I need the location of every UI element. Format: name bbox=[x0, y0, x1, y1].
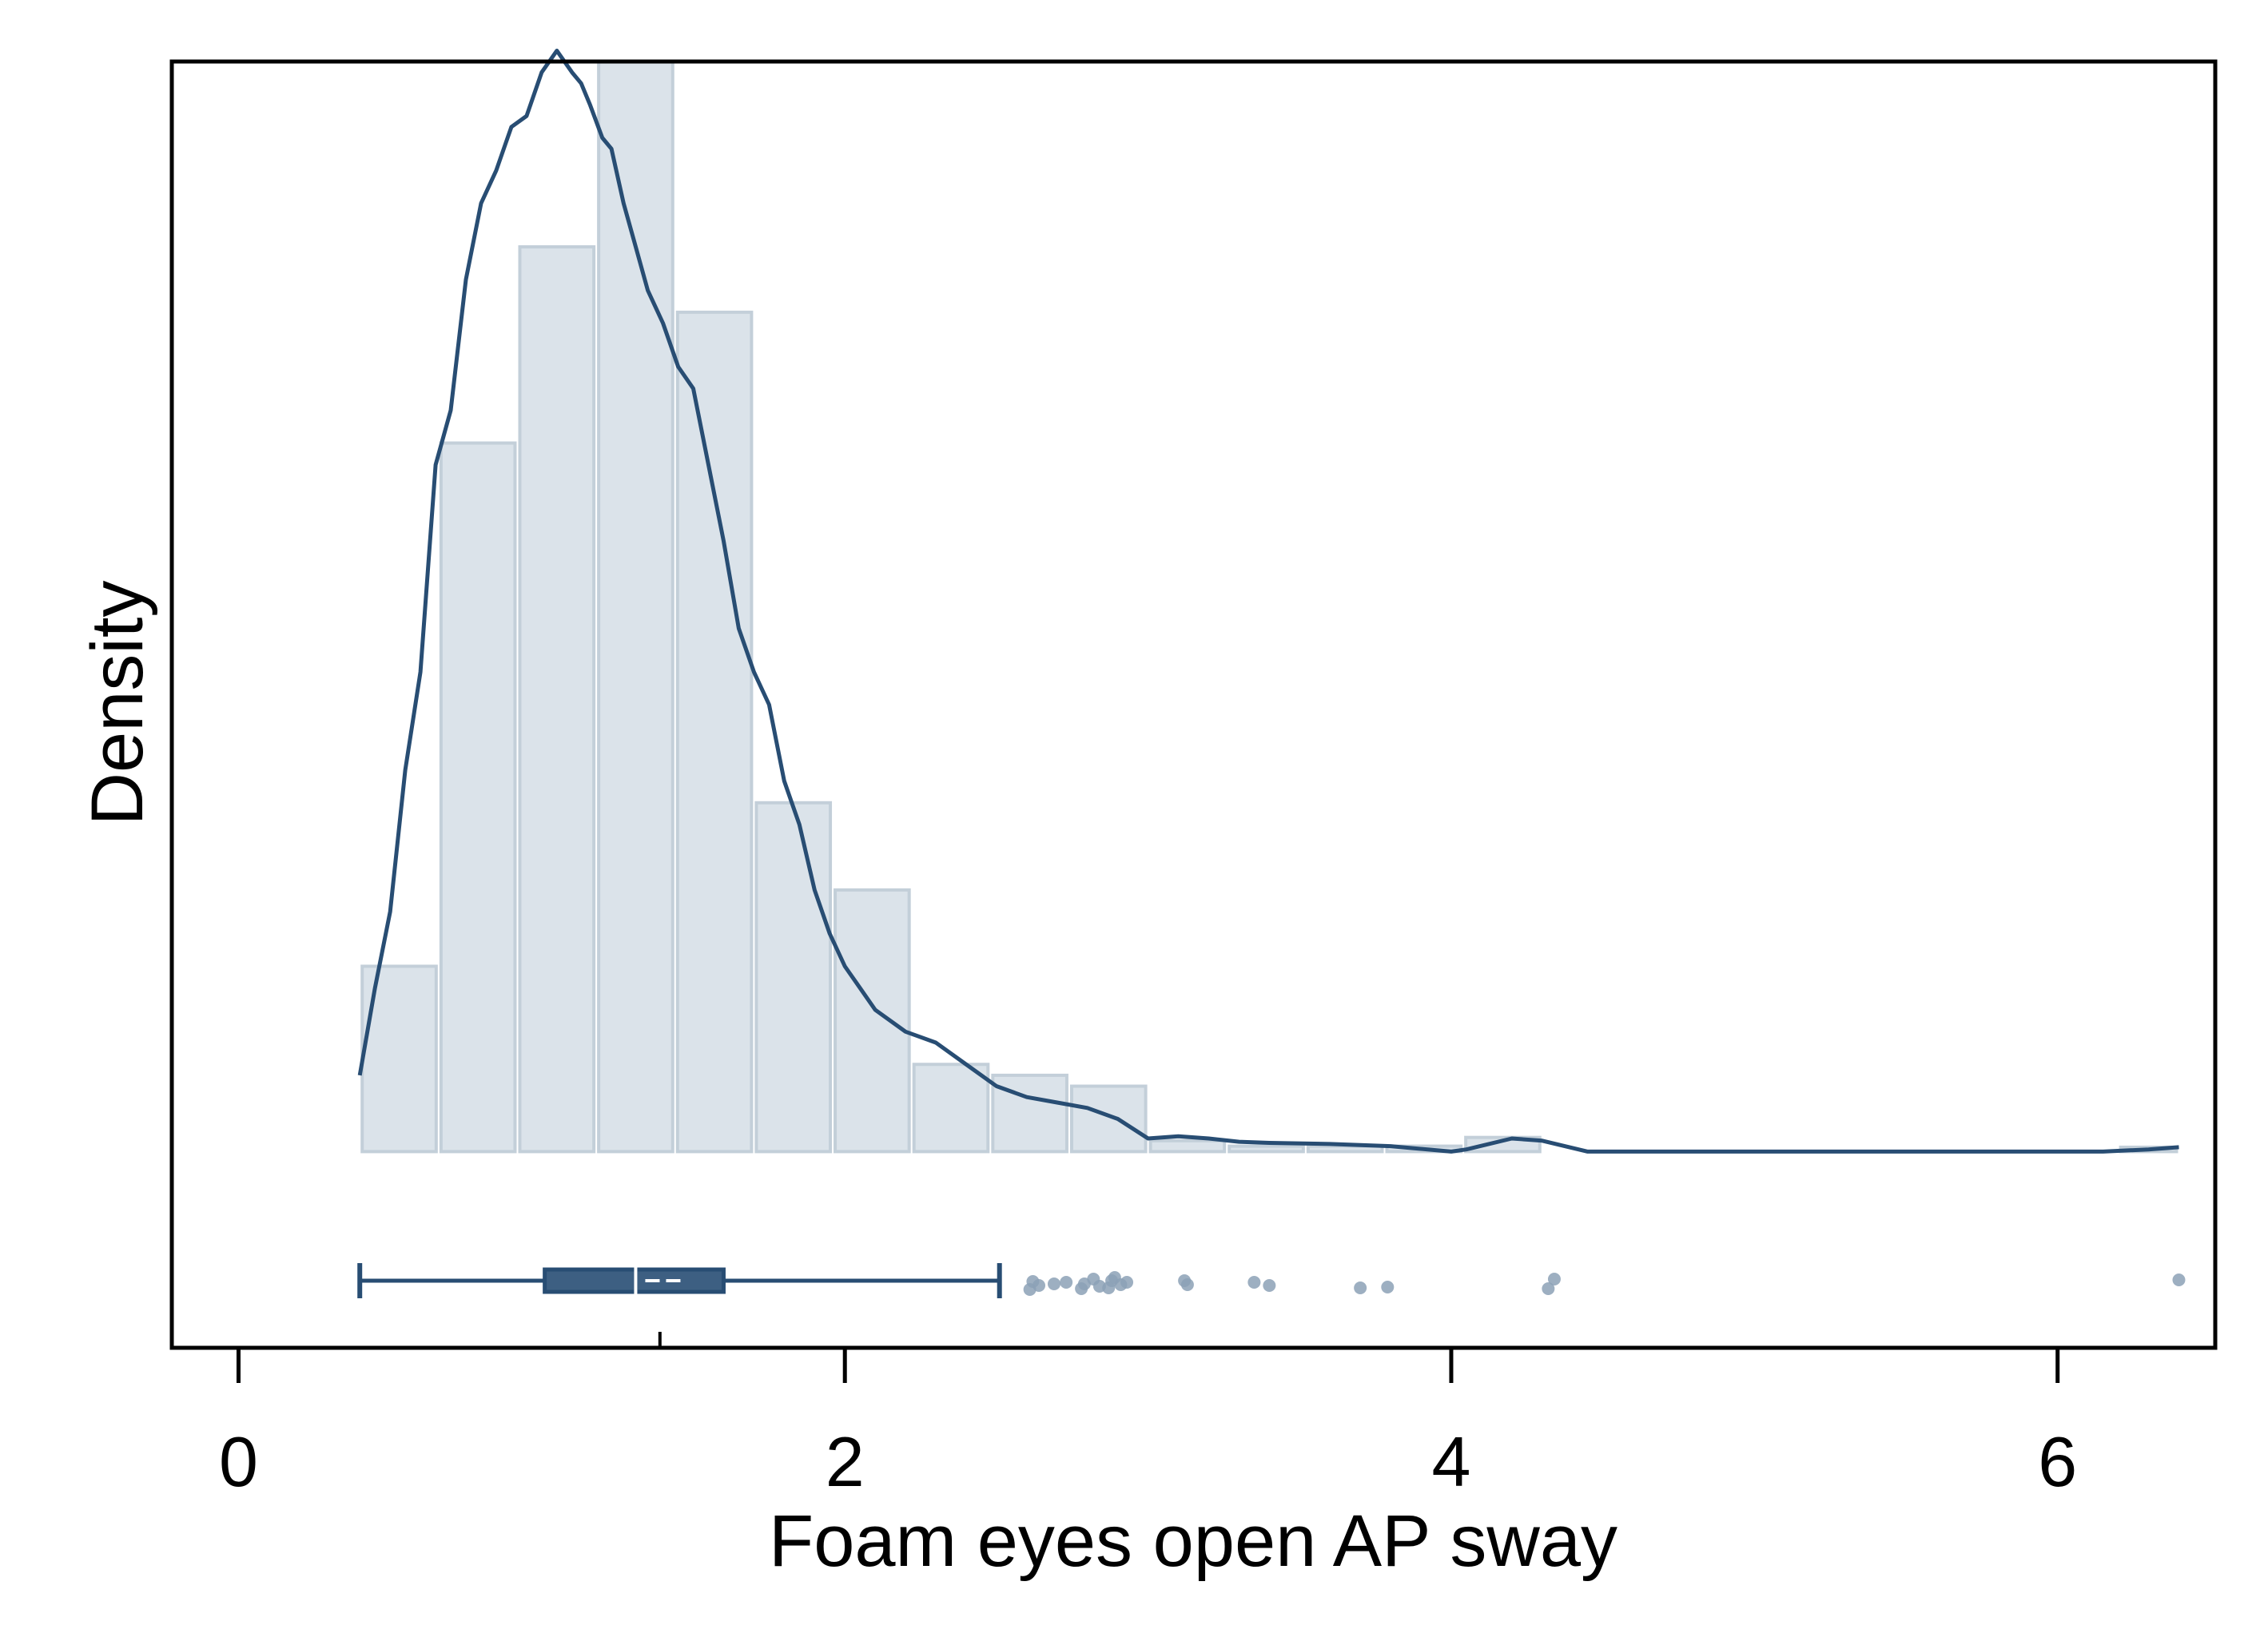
x-tick-label-0: 0 bbox=[219, 1422, 258, 1501]
outlier-point-16 bbox=[1247, 1276, 1261, 1289]
outlier-point-13 bbox=[1120, 1276, 1134, 1289]
outlier-point-18 bbox=[1354, 1281, 1367, 1294]
histogram-bar-1 bbox=[439, 441, 517, 1154]
outlier-point-3 bbox=[1047, 1277, 1060, 1290]
x-tick-label-1: 2 bbox=[826, 1422, 865, 1501]
histogram-bar-11 bbox=[1228, 1144, 1305, 1154]
x-tick-label-3: 6 bbox=[2038, 1422, 2077, 1501]
outlier-point-22 bbox=[2172, 1274, 2186, 1286]
histogram-bar-2 bbox=[518, 244, 596, 1154]
outlier-point-17 bbox=[1263, 1279, 1276, 1292]
histogram-bar-3 bbox=[597, 60, 674, 1154]
density-curve bbox=[357, 48, 2179, 1154]
plot-area bbox=[169, 48, 2218, 1350]
outlier-point-20 bbox=[1542, 1282, 1555, 1295]
histogram-bar-9 bbox=[1069, 1084, 1148, 1154]
y-axis-title: Density bbox=[77, 581, 158, 826]
outlier-point-4 bbox=[1060, 1276, 1073, 1289]
histogram-bars bbox=[360, 60, 2178, 1154]
x-axis-title: Foam eyes open AP sway bbox=[769, 1500, 1617, 1582]
x-tick-label-2: 4 bbox=[1431, 1422, 1470, 1501]
histogram-bar-10 bbox=[1148, 1138, 1227, 1154]
outlier-point-15 bbox=[1180, 1278, 1194, 1291]
boxplot bbox=[357, 1263, 1002, 1298]
histogram-bar-4 bbox=[675, 310, 754, 1154]
outlier-point-19 bbox=[1381, 1281, 1395, 1293]
x-axis: 0 2 4 6 bbox=[172, 1332, 2215, 1501]
histogram-bar-7 bbox=[912, 1063, 990, 1154]
outlier-point-21 bbox=[1547, 1273, 1561, 1285]
outlier-points bbox=[1023, 1271, 2186, 1296]
histogram-bar-6 bbox=[834, 888, 911, 1154]
histogram-bar-5 bbox=[754, 801, 833, 1154]
outlier-point-2 bbox=[1033, 1279, 1046, 1292]
density-curve-group bbox=[357, 48, 2179, 1154]
